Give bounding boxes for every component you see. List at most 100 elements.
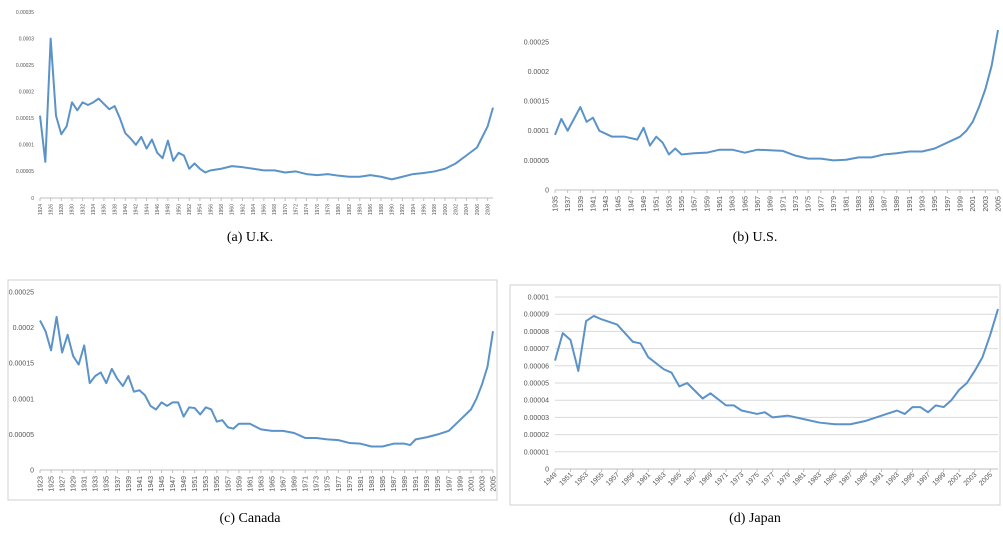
x-tick-label: 1957: [605, 471, 621, 487]
x-tick-label: 1938: [112, 204, 118, 215]
x-tick-label: 1983: [807, 471, 823, 487]
x-tick-label: 1946: [155, 204, 161, 215]
x-tick-label: 1926: [48, 204, 54, 215]
caption: (a) U.K.: [227, 230, 273, 245]
y-tick-label: 0.00005: [16, 169, 34, 175]
x-tick-label: 1949: [641, 196, 648, 212]
x-tick-label: 1969: [698, 471, 714, 487]
x-tick-label: 1967: [683, 471, 699, 487]
x-tick-label: 1930: [70, 204, 76, 215]
x-tick-label: 1937: [115, 476, 122, 492]
x-tick-label: 1965: [667, 471, 683, 487]
x-tick-label: 1989: [854, 471, 870, 487]
x-tick-label: 1998: [432, 204, 438, 215]
x-tick-label: 1993: [424, 476, 431, 492]
y-tick-label: 0.00015: [524, 99, 549, 106]
panel-border: [7, 279, 498, 501]
caption: (b) U.S.: [733, 230, 778, 245]
x-tick-label: 1969: [292, 476, 299, 492]
x-tick-label: 1971: [780, 196, 787, 212]
x-tick-label: 2005: [978, 471, 994, 487]
x-tick-label: 2008: [485, 204, 491, 215]
x-tick-label: 1939: [578, 196, 585, 212]
x-tick-label: 1990: [389, 204, 395, 215]
x-tick-label: 1987: [882, 196, 889, 212]
y-tick-label: 0.00007: [524, 346, 549, 353]
x-tick-label: 1991: [413, 476, 420, 492]
x-tick-label: 1936: [102, 204, 108, 215]
x-tick-label: 1981: [358, 476, 365, 492]
caption: (d) Japan: [729, 511, 781, 526]
x-tick-label: 1982: [347, 204, 353, 215]
x-tick-label: 1969: [768, 196, 775, 212]
x-tick-label: 1993: [920, 196, 927, 212]
x-tick-label: 1959: [704, 196, 711, 212]
x-tick-label: 1979: [776, 471, 792, 487]
x-tick-label: 1932: [80, 204, 86, 215]
x-tick-label: 1965: [742, 196, 749, 212]
x-tick-label: 1951: [654, 196, 661, 212]
x-tick-label: 1972: [294, 204, 300, 215]
x-tick-label: 2005: [995, 196, 1002, 212]
x-tick-label: 1964: [251, 204, 257, 215]
y-tick-label: 0.00005: [524, 158, 549, 165]
x-tick-label: 1955: [214, 476, 221, 492]
x-tick-label: 1999: [457, 476, 464, 492]
x-tick-label: 1989: [402, 476, 409, 492]
x-tick-label: 1955: [679, 196, 686, 212]
y-tick-label: 0.0001: [528, 294, 550, 301]
x-tick-label: 1980: [336, 204, 342, 215]
x-tick-label: 1995: [932, 196, 939, 212]
x-tick-label: 1967: [281, 476, 288, 492]
x-tick-label: 2002: [453, 204, 459, 215]
x-tick-label: 1924: [38, 204, 44, 215]
x-tick-label: 2003: [983, 196, 990, 212]
x-tick-label: 1928: [59, 204, 65, 215]
y-tick-label: 0.00009: [524, 312, 549, 319]
x-tick-label: 1985: [869, 196, 876, 212]
x-tick-label: 2001: [947, 471, 963, 487]
x-tick-label: 1941: [137, 476, 144, 492]
x-tick-label: 1947: [628, 196, 635, 212]
x-tick-label: 1981: [844, 196, 851, 212]
x-tick-label: 1961: [717, 196, 724, 212]
x-tick-label: 1931: [82, 476, 89, 492]
x-tick-label: 1992: [400, 204, 406, 215]
x-tick-label: 1970: [283, 204, 289, 215]
x-tick-label: 1993: [885, 471, 901, 487]
x-tick-label: 1981: [792, 471, 808, 487]
x-tick-label: 1951: [558, 471, 574, 487]
x-tick-label: 1995: [435, 476, 442, 492]
x-tick-label: 1945: [159, 476, 166, 492]
x-tick-label: 1999: [931, 471, 947, 487]
y-tick-label: 0.00015: [16, 116, 34, 122]
x-tick-label: 1957: [692, 196, 699, 212]
y-tick-label: 0.00002: [524, 432, 549, 439]
x-tick-label: 1933: [93, 476, 100, 492]
x-tick-label: 1940: [123, 204, 129, 215]
y-tick-label: 0.00004: [524, 398, 549, 405]
x-tick-label: 1988: [379, 204, 385, 215]
x-tick-label: 1991: [907, 196, 914, 212]
y-tick-label: 0.00005: [524, 380, 549, 387]
x-tick-label: 2000: [443, 204, 449, 215]
x-tick-label: 1983: [856, 196, 863, 212]
x-tick-label: 1953: [574, 471, 590, 487]
x-tick-label: 1939: [126, 476, 133, 492]
y-tick-label: 0.0003: [19, 36, 35, 42]
x-tick-label: 1979: [347, 476, 354, 492]
x-tick-label: 1997: [916, 471, 932, 487]
x-tick-label: 1983: [369, 476, 376, 492]
x-tick-label: 1963: [258, 476, 265, 492]
x-tick-label: 1927: [60, 476, 67, 492]
x-tick-label: 1965: [269, 476, 276, 492]
x-tick-label: 1961: [247, 476, 254, 492]
y-tick-label: 0.0002: [19, 89, 35, 95]
x-tick-label: 1977: [336, 476, 343, 492]
x-tick-label: 1975: [806, 196, 813, 212]
x-tick-label: 1963: [652, 471, 668, 487]
x-tick-label: 1958: [219, 204, 225, 215]
data-line: [554, 308, 999, 426]
y-tick-label: 0.0001: [19, 143, 35, 149]
